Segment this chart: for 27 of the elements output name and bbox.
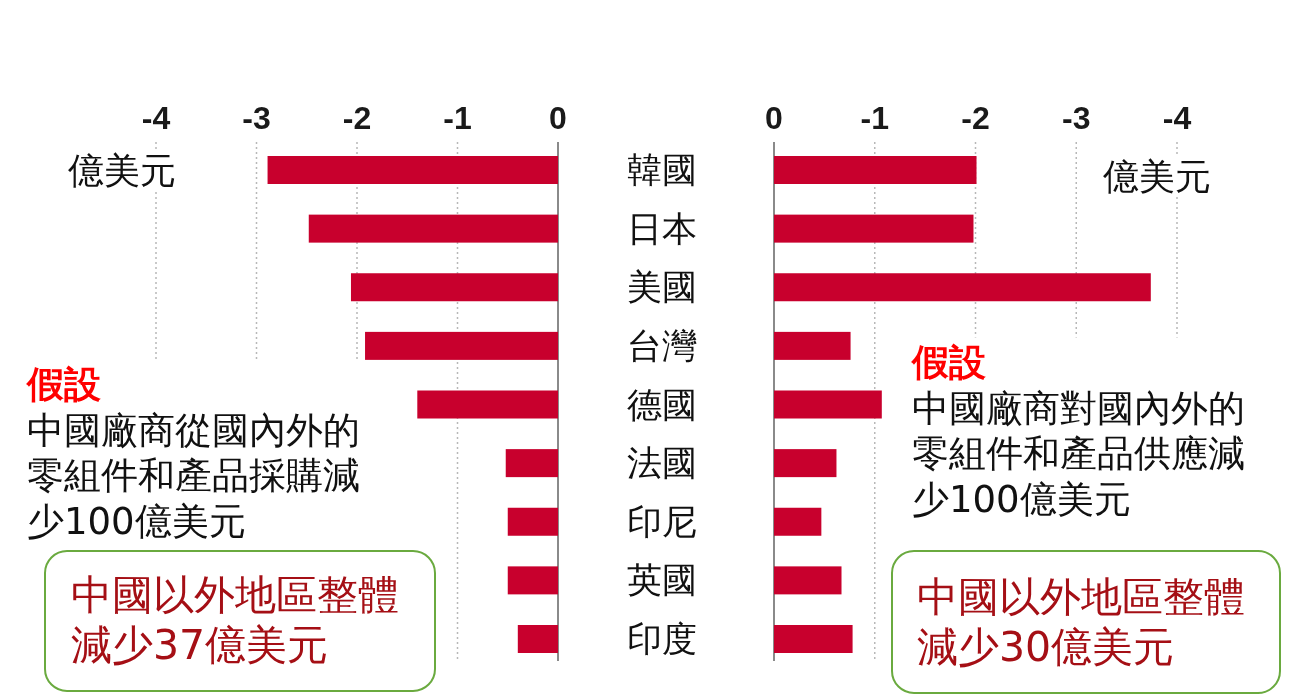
annotation: 假設 bbox=[911, 340, 986, 384]
x-tick-label: -4 bbox=[1162, 100, 1192, 136]
y-tick-label: 日本 bbox=[627, 208, 697, 249]
x-tick-label: 0 bbox=[765, 100, 783, 136]
x-tick-label: 0 bbox=[549, 100, 567, 136]
y-tick-label: 法國 bbox=[627, 443, 697, 484]
x-tick-label: -2 bbox=[961, 100, 990, 136]
y-tick-label: 英國 bbox=[627, 560, 697, 601]
x-tick-label: -1 bbox=[860, 100, 889, 136]
text: 假設 bbox=[26, 362, 101, 406]
y-tick-label: 台灣 bbox=[627, 325, 697, 366]
annotation: 中國廠商對國內外的零組件和產品供應減少100億美元 bbox=[912, 386, 1245, 520]
x-axis-title: 億美元 bbox=[1103, 155, 1211, 197]
y-tick-label: 印尼 bbox=[627, 501, 697, 542]
y-tick-label: 德國 bbox=[627, 384, 697, 425]
y-tick-label: 韓國 bbox=[627, 150, 697, 190]
x-tick-label: -3 bbox=[1062, 100, 1091, 136]
x-tick-label: -4 bbox=[141, 100, 171, 136]
x-tick-label: -1 bbox=[443, 100, 472, 136]
annotation: 中國以外地區整體減少37億美元 bbox=[71, 571, 399, 669]
x-axis-title: 億美元 bbox=[68, 149, 176, 191]
annotation: 中國以外地區整體減少30億美元 bbox=[917, 573, 1245, 671]
y-tick-label: 印度 bbox=[627, 619, 697, 659]
x-tick-label: -3 bbox=[242, 100, 271, 136]
x-tick-label: -2 bbox=[342, 100, 372, 136]
y-tick-label: 美國 bbox=[627, 267, 697, 308]
annotation: 中國廠商從國內外的零組件和產品採購減少100億美元 bbox=[27, 408, 360, 542]
